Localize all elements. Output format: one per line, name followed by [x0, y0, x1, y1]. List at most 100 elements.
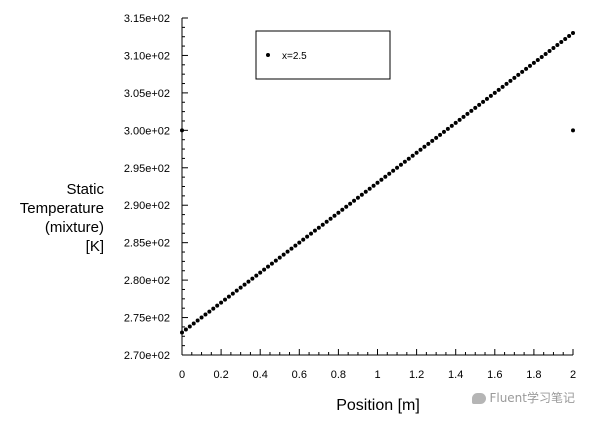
- data-point: [481, 99, 486, 104]
- data-point: [199, 315, 204, 320]
- data-point: [567, 33, 572, 38]
- data-point: [430, 138, 435, 143]
- data-point: [496, 87, 501, 92]
- x-tick-label: 1.8: [526, 369, 541, 381]
- y-tick-label: 2.70e+02: [124, 350, 170, 362]
- data-point: [195, 318, 200, 323]
- data-point: [238, 285, 243, 290]
- watermark: Fluent学习笔记: [472, 389, 575, 406]
- data-point: [395, 165, 400, 170]
- data-point: [371, 183, 376, 188]
- data-point: [504, 81, 509, 86]
- y-tick-label: 2.90e+02: [124, 200, 170, 212]
- data-point: [512, 75, 517, 80]
- data-point: [203, 312, 208, 317]
- data-point: [254, 273, 259, 278]
- data-point: [312, 228, 317, 233]
- data-point: [242, 282, 247, 287]
- data-point: [234, 288, 239, 293]
- y-tick-label: 2.80e+02: [124, 275, 170, 287]
- data-point: [555, 42, 560, 47]
- x-tick-label: 1.2: [409, 369, 424, 381]
- data-point: [328, 216, 333, 221]
- data-point: [273, 258, 278, 263]
- data-point: [563, 36, 568, 41]
- data-point: [418, 147, 423, 152]
- data-point: [215, 303, 220, 308]
- data-point: [266, 264, 271, 269]
- data-point: [500, 84, 505, 89]
- data-point: [473, 105, 478, 110]
- data-point: [441, 129, 446, 134]
- x-tick-label: 0.4: [253, 369, 268, 381]
- x-tick-label: 0.2: [213, 369, 228, 381]
- data-point: [402, 159, 407, 164]
- y-axis-label-line-3: (mixture): [45, 219, 104, 236]
- data-point: [434, 135, 439, 140]
- data-point: [316, 225, 321, 230]
- data-point: [281, 252, 286, 257]
- x-tick-label: 0: [179, 369, 185, 381]
- data-point: [223, 297, 228, 302]
- x-tick-label: 2: [570, 369, 576, 381]
- x-tick-label: 1.6: [487, 369, 502, 381]
- data-point: [226, 294, 231, 299]
- data-point: [320, 222, 325, 227]
- legend-label: x=2.5: [282, 51, 307, 62]
- data-point: [246, 279, 251, 284]
- data-point: [180, 330, 184, 335]
- data-point: [219, 300, 224, 305]
- data-point: [367, 186, 372, 191]
- chat-bubble-icon: [472, 393, 487, 404]
- data-point: [187, 324, 192, 329]
- data-point: [477, 102, 482, 107]
- y-ticks: 2.70e+02 2.75e+02 2.80e+02 2.85e+02 2.90e+02…: [124, 13, 188, 362]
- data-point: [207, 309, 212, 314]
- data-point: [445, 126, 450, 131]
- data-point: [348, 201, 353, 206]
- data-point: [457, 117, 462, 122]
- data-point: [359, 192, 364, 197]
- data-point: [410, 153, 415, 158]
- data-point: [543, 51, 548, 56]
- x-tick-label: 0.6: [292, 369, 307, 381]
- data-point: [453, 120, 458, 125]
- legend-marker: [266, 53, 270, 57]
- data-point: [309, 231, 314, 236]
- watermark-text: Fluent学习笔记: [489, 391, 575, 405]
- y-axis-label-line-2: Temperature: [20, 200, 104, 217]
- data-point: [301, 237, 306, 242]
- data-point: [422, 144, 427, 149]
- y-tick-label: 3.00e+02: [124, 125, 170, 137]
- data-point: [469, 108, 474, 113]
- data-point: [516, 72, 521, 77]
- data-point: [183, 327, 188, 332]
- data-point: [344, 204, 349, 209]
- data-point: [527, 63, 532, 68]
- x-axis-label: Position [m]: [336, 397, 420, 414]
- data-point: [180, 128, 184, 133]
- data-point: [363, 189, 368, 194]
- y-tick-label: 2.75e+02: [124, 313, 170, 325]
- data-point: [484, 96, 489, 101]
- data-point: [352, 198, 357, 203]
- data-point: [269, 261, 274, 266]
- y-axis-label-line-4: [K]: [86, 238, 104, 255]
- data-point: [559, 39, 564, 44]
- data-point: [571, 30, 575, 35]
- data-point: [355, 195, 360, 200]
- data-point: [293, 243, 298, 248]
- y-axis-label-line-1: Static: [66, 181, 104, 198]
- data-point: [391, 168, 396, 173]
- x-tick-label: 0.8: [331, 369, 346, 381]
- legend: x=2.5: [255, 30, 391, 80]
- data-point: [449, 123, 454, 128]
- y-tick-label: 3.05e+02: [124, 88, 170, 100]
- data-point: [488, 93, 493, 98]
- data-point: [191, 321, 196, 326]
- data-point: [285, 249, 290, 254]
- y-tick-label: 2.95e+02: [124, 163, 170, 175]
- data-point: [520, 69, 525, 74]
- data-point: [262, 267, 267, 272]
